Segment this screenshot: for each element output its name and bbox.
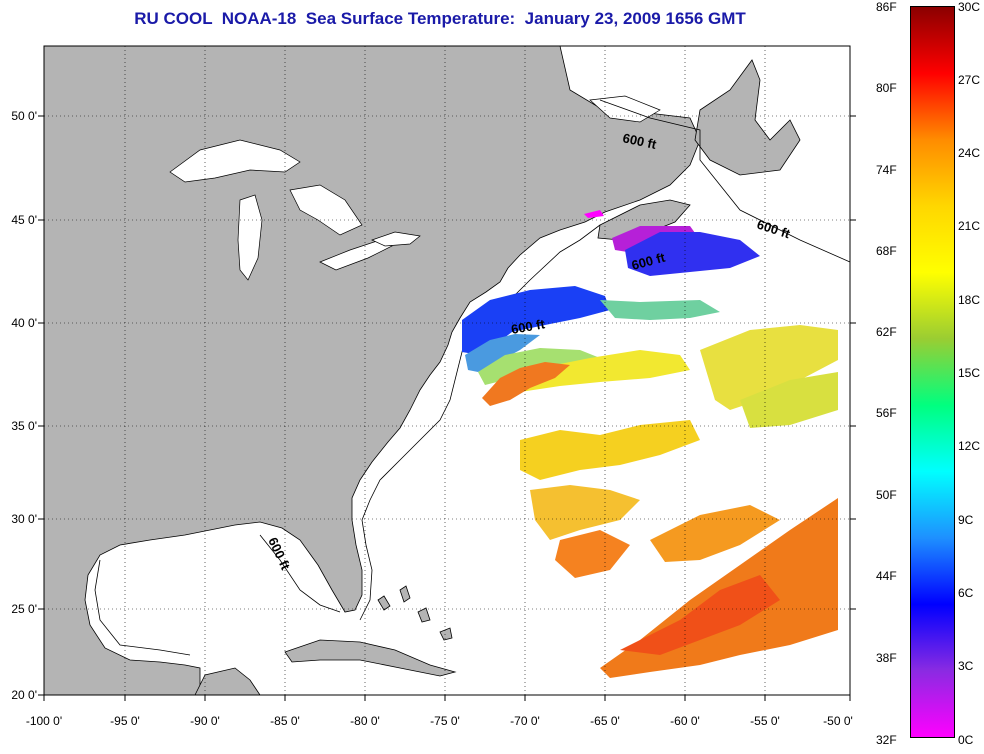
lon-label: -55 0' [750, 714, 780, 728]
lake-michigan [237, 194, 263, 281]
sst-yellow-green-east [740, 372, 838, 428]
colorbar-c-label: 3C [958, 659, 974, 673]
land-masses [43, 45, 801, 696]
colorbar-f-label: 68F [876, 244, 897, 258]
lake-huron [289, 184, 363, 236]
sst-blue-gulf-of-maine [625, 232, 760, 276]
lake-ontario [371, 231, 421, 247]
colorbar-c-label: 18C [958, 293, 981, 307]
lon-label: -65 0' [590, 714, 620, 728]
map-frame [43, 45, 851, 696]
lon-label: -70 0' [510, 714, 540, 728]
lon-label: -100 0' [26, 714, 62, 728]
newfoundland-land [694, 59, 801, 176]
sst-cyan-band [465, 334, 540, 372]
colorbar-f-label: 44F [876, 569, 897, 583]
colorbar-f-label: 32F [876, 733, 897, 747]
colorbar-c-label: 30C [958, 0, 981, 14]
latitude-labels: 50 0' 45 0' 40 0' 35 0' 30 0' 25 0' 20 0… [11, 109, 37, 702]
lat-label: 35 0' [11, 419, 37, 433]
colorbar-f-label: 80F [876, 81, 897, 95]
lat-label: 30 0' [11, 512, 37, 526]
map-ticks [38, 115, 856, 701]
colorbar-c-label: 12C [958, 439, 981, 453]
colorbar-f-label: 74F [876, 163, 897, 177]
sst-yellow-band [505, 350, 690, 392]
colorbar-c-label: 24C [958, 146, 981, 160]
colorbar-c-label: 21C [958, 219, 981, 233]
colorbar-f-label: 38F [876, 651, 897, 665]
colorbar-c-label: 27C [958, 73, 981, 87]
contour-label: 600 ft [510, 316, 547, 337]
colorbar-c-label: 15C [958, 366, 981, 380]
lake-erie [319, 239, 393, 271]
temperature-colorbar [910, 6, 955, 738]
contour-label: 600 ft [621, 130, 658, 152]
sst-orange-mid [650, 505, 780, 562]
lon-label: -75 0' [430, 714, 460, 728]
map-title: RU COOL NOAA-18 Sea Surface Temperature:… [134, 9, 746, 28]
lon-label: -90 0' [190, 714, 220, 728]
lon-label: -60 0' [670, 714, 700, 728]
colorbar-f-label: 86F [876, 0, 897, 14]
colorbar-c-label: 6C [958, 586, 974, 600]
lon-label: -95 0' [110, 714, 140, 728]
lat-label: 25 0' [11, 602, 37, 616]
bahamas-land [377, 595, 391, 611]
sst-yellow-east [700, 325, 838, 410]
lon-label: -80 0' [350, 714, 380, 728]
colorbar-f-label: 50F [876, 488, 897, 502]
sst-yellow-patches-1 [520, 420, 700, 480]
cuba-land [284, 639, 457, 677]
lon-label: -50 0' [823, 714, 853, 728]
lat-label: 40 0' [11, 316, 37, 330]
north-america-land [43, 45, 701, 696]
sst-data [462, 210, 838, 678]
sst-green-west [600, 300, 720, 320]
colorbar-f-label: 56F [876, 406, 897, 420]
sst-orange-gulf-stream [482, 362, 570, 406]
lon-label: -85 0' [270, 714, 300, 728]
longitude-labels: -100 0' -95 0' -90 0' -85 0' -80 0' -75 … [26, 714, 853, 728]
sst-blue-shelf [462, 286, 610, 355]
map-gridlines [44, 46, 850, 695]
lat-label: 20 0' [11, 688, 37, 702]
sst-orange-south [555, 530, 630, 578]
colorbar-f-label: 62F [876, 325, 897, 339]
colorbar-c-label: 9C [958, 513, 974, 527]
lake-superior [169, 139, 301, 183]
sst-redorange-southeast [620, 575, 780, 655]
lat-label: 50 0' [11, 109, 37, 123]
lat-label: 45 0' [11, 213, 37, 227]
colorbar-c-label: 0C [958, 733, 974, 747]
sst-yellow-patches-2 [530, 485, 640, 540]
